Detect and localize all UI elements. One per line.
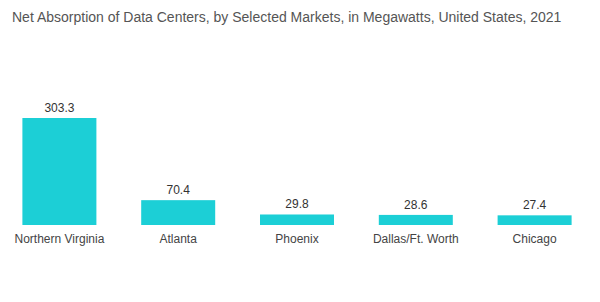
data-label: 27.4 (523, 198, 547, 212)
data-label: 303.3 (44, 101, 74, 115)
bar (260, 214, 334, 225)
chart: Net Absorption of Data Centers, by Selec… (0, 0, 600, 302)
x-tick-label: Chicago (513, 232, 557, 246)
x-tick-label: Phoenix (275, 232, 318, 246)
data-label: 70.4 (167, 183, 191, 197)
bar (141, 200, 215, 225)
x-tick-label: Atlanta (160, 232, 198, 246)
x-tick-label: Dallas/Ft. Worth (373, 232, 459, 246)
bar (498, 215, 572, 225)
title: Net Absorption of Data Centers, by Selec… (12, 9, 562, 25)
x-tick-label: Northern Virginia (14, 232, 104, 246)
data-label: 29.8 (285, 197, 309, 211)
data-label: 28.6 (404, 198, 428, 212)
bar (379, 215, 453, 225)
bars (22, 118, 571, 225)
bar (22, 118, 96, 225)
